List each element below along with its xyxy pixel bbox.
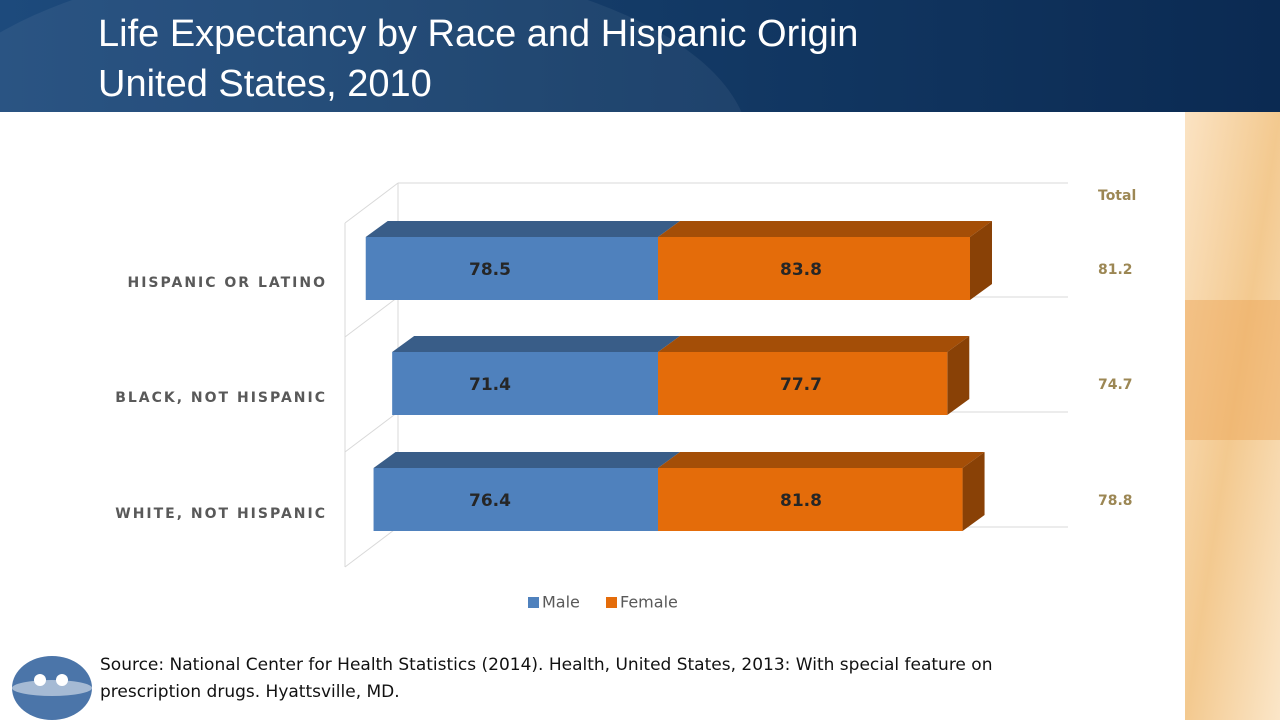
bar-top — [658, 221, 992, 237]
bar — [658, 468, 963, 531]
wall-edge — [344, 526, 399, 568]
wall-edge — [344, 411, 399, 453]
bar-top — [365, 221, 680, 237]
bar — [373, 468, 658, 531]
data-label: 78.5 — [469, 260, 511, 280]
wall-edge — [344, 182, 399, 224]
bar-top — [392, 336, 680, 352]
bar — [365, 237, 658, 300]
total-header: Total — [1098, 188, 1136, 204]
side-accent — [1185, 300, 1280, 440]
bar-side — [962, 452, 985, 531]
bar-top — [373, 452, 680, 468]
logo — [12, 656, 92, 720]
data-label: 83.8 — [780, 260, 822, 280]
bar — [392, 352, 658, 415]
total-value: 74.7 — [1098, 377, 1133, 393]
logo-figure — [34, 674, 46, 686]
chart-title: Life Expectancy by Race and Hispanic Ori… — [98, 13, 858, 55]
bar — [658, 237, 970, 300]
bar-top — [658, 336, 970, 352]
legend-label: Male — [542, 593, 580, 612]
bar-side — [947, 336, 970, 415]
total-value: 78.8 — [1098, 493, 1133, 509]
logo-figure — [56, 674, 68, 686]
legend-swatch — [528, 597, 539, 608]
wall-edge — [344, 296, 399, 338]
data-label: 71.4 — [469, 375, 511, 395]
bar-top — [658, 452, 985, 468]
total-value: 81.2 — [1098, 262, 1133, 278]
category-label: HISPANIC OR LATINO — [128, 275, 328, 291]
data-label: 81.8 — [780, 491, 822, 511]
category-label: WHITE, NOT HISPANIC — [115, 506, 327, 522]
bar-side — [970, 221, 992, 300]
bar — [658, 352, 948, 415]
chart-subtitle: United States, 2010 — [98, 63, 432, 105]
data-label: 76.4 — [469, 491, 511, 511]
header-band — [0, 0, 1280, 112]
logo-band — [12, 680, 92, 696]
legend-swatch — [606, 597, 617, 608]
data-label: 77.7 — [780, 375, 822, 395]
category-label: BLACK, NOT HISPANIC — [115, 390, 327, 406]
legend-label: Female — [620, 593, 678, 612]
source-line: Source: National Center for Health Stati… — [100, 655, 992, 702]
